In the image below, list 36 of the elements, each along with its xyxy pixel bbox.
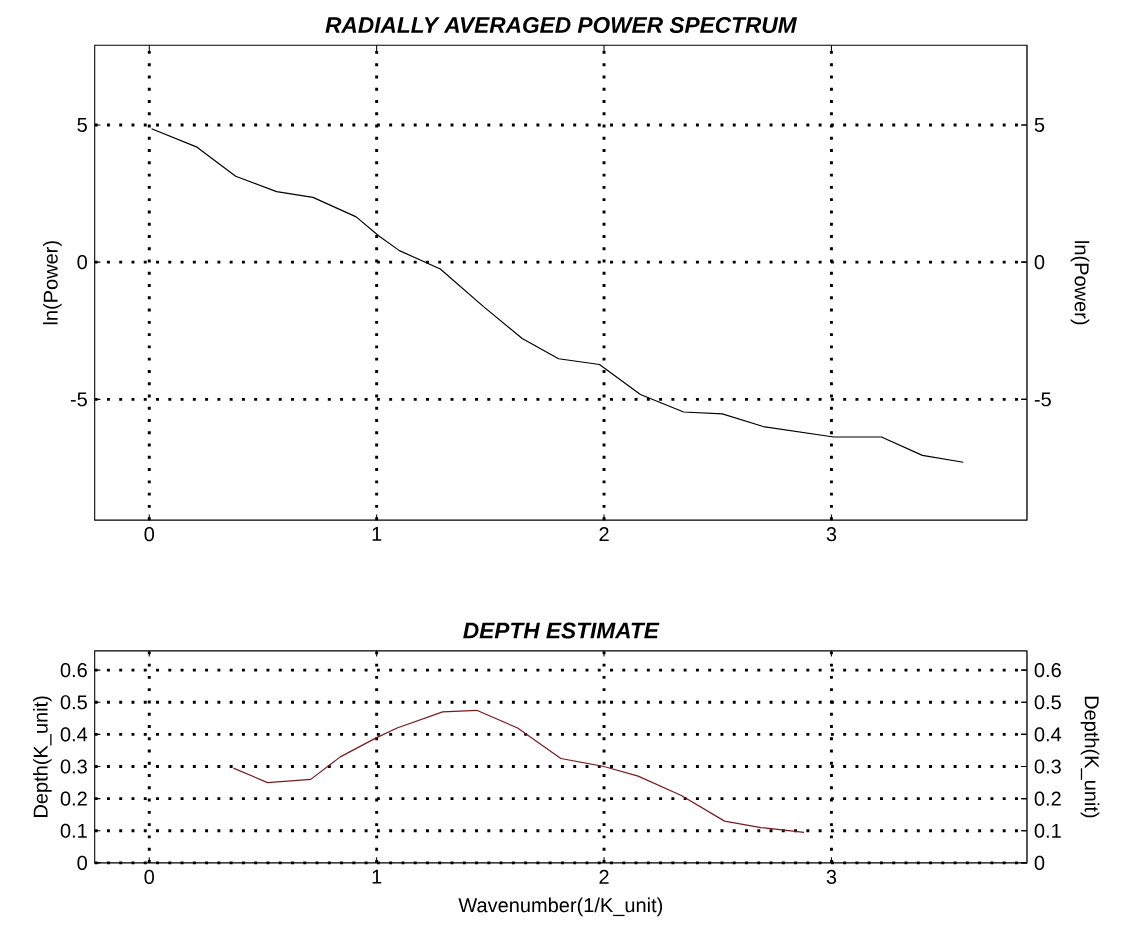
y-tick-label: 0 [77,855,87,870]
y-tick-label: 0 [77,254,87,270]
x-tick-label: 0 [144,526,155,542]
x-tick-label: 3 [826,869,837,884]
y2-tick-label: -5 [1034,392,1051,407]
line-series [232,709,805,833]
y-axis-title: ln(Power) [43,241,62,325]
chart-title: RADIALLY AVERAGED POWER SPECTRUM [325,16,797,33]
y2-axis-title: Depth(K_unit) [1080,696,1100,818]
y2-axis-title: ln(Power) [1070,241,1090,325]
y-tick-label: 0.6 [60,662,87,678]
y-axis-title: Depth(K_unit) [33,696,52,817]
y-tick-label: 0.5 [60,695,87,710]
x-tick-label: 1 [372,869,382,884]
x-tick-label: 1 [372,526,382,541]
y2-tick-label: 5 [1034,117,1045,132]
x-axis-title: Wavenumber(1/K_unit) [458,897,663,917]
chart-title: DEPTH ESTIMATE [463,622,660,639]
y2-tick-label: 0.1 [1034,823,1061,838]
y-tick-label: -5 [70,392,87,407]
x-tick-label: 2 [599,869,609,884]
y2-tick-label: 0.3 [1034,759,1061,774]
y2-tick-label: 0 [1034,254,1045,270]
y-tick-label: 0.3 [60,759,87,774]
y-tick-label: 5 [77,117,87,132]
y-tick-label: 0.4 [60,727,88,742]
y2-tick-label: 0.6 [1034,662,1061,678]
y2-tick-label: 0.5 [1034,695,1061,710]
x-tick-label: 3 [826,526,837,542]
y2-tick-label: 0.4 [1034,727,1062,742]
y2-tick-label: 0.2 [1034,791,1061,806]
y2-tick-label: 0 [1034,855,1045,870]
x-tick-label: 0 [144,869,155,884]
y-tick-label: 0.2 [60,791,87,806]
x-tick-label: 2 [599,526,609,541]
y-tick-label: 0.1 [60,823,87,838]
